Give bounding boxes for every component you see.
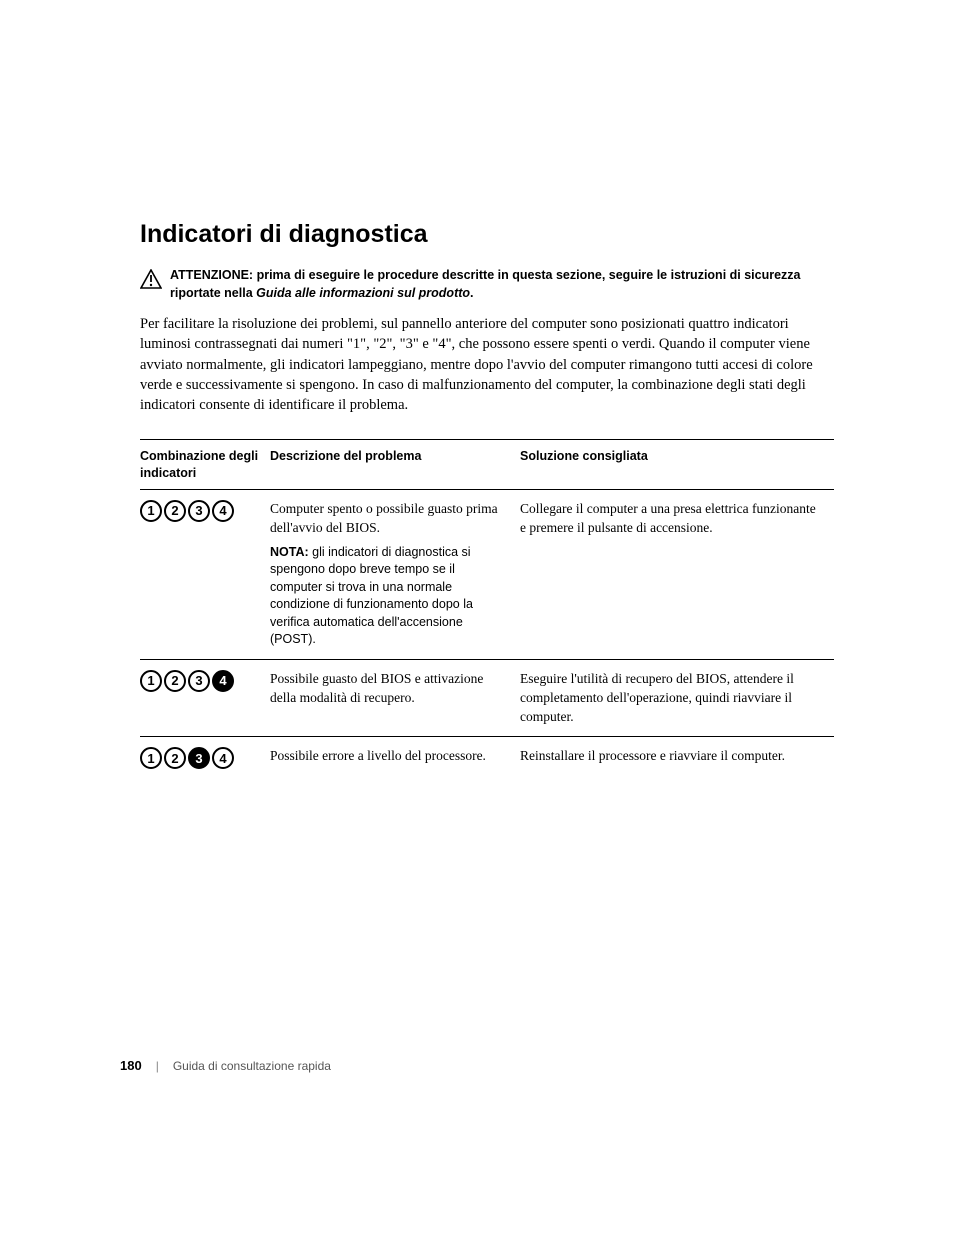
book-title: Guida di consultazione rapida [173,1059,331,1073]
table-header-row: Combinazione degli indicatori Descrizion… [140,440,834,490]
table-body: 1234Computer spento o possibile guasto p… [140,489,834,779]
solution-text: Eseguire l'utilità di recupero del BIOS,… [520,670,824,727]
description-text: Computer spento o possibile guasto prima… [270,500,510,538]
indicator-cell: 1234 [140,659,270,737]
page-footer: 180 | Guida di consultazione rapida [120,1058,331,1073]
indicator-led-2: 2 [164,670,186,692]
indicator-led-4: 4 [212,500,234,522]
col-header-description: Descrizione del problema [270,440,520,490]
solution-cell: Eseguire l'utilità di recupero del BIOS,… [520,659,834,737]
indicator-led-1: 1 [140,500,162,522]
col-header-indicators: Combinazione degli indicatori [140,440,270,490]
indicator-led-3: 3 [188,670,210,692]
description-text: Possibile guasto del BIOS e attivazione … [270,670,510,708]
page-content: Indicatori di diagnostica ATTENZIONE: pr… [0,0,954,779]
description-cell: Possibile errore a livello del processor… [270,737,520,780]
warning-icon [140,269,162,294]
indicator-led-4: 4 [212,747,234,769]
attention-text: ATTENZIONE: prima di eseguire le procedu… [170,267,834,302]
page-number: 180 [120,1058,142,1073]
indicator-group: 1234 [140,500,260,522]
footer-separator: | [156,1059,159,1073]
solution-text: Collegare il computer a una presa elettr… [520,500,824,538]
indicator-led-4: 4 [212,670,234,692]
description-text: Possibile errore a livello del processor… [270,747,510,766]
col-header-solution: Soluzione consigliata [520,440,834,490]
indicator-led-3: 3 [188,747,210,769]
intro-paragraph: Per facilitare la risoluzione dei proble… [140,314,834,415]
nota-block: NOTA: gli indicatori di diagnostica si s… [270,544,510,649]
description-cell: Computer spento o possibile guasto prima… [270,489,520,659]
indicator-led-3: 3 [188,500,210,522]
indicator-cell: 1234 [140,489,270,659]
attention-label: ATTENZIONE: [170,268,253,282]
section-title: Indicatori di diagnostica [140,220,834,249]
indicator-led-2: 2 [164,500,186,522]
solution-cell: Collegare il computer a una presa elettr… [520,489,834,659]
indicator-led-2: 2 [164,747,186,769]
attention-after: . [470,286,473,300]
indicator-cell: 1234 [140,737,270,780]
table-row: 1234 Computer spento o possibile guasto p… [140,489,834,659]
solution-text: Reinstallare il processore e riavviare i… [520,747,824,766]
attention-block: ATTENZIONE: prima di eseguire le procedu… [140,267,834,302]
nota-label: NOTA: [270,545,312,559]
indicator-group: 1234 [140,747,260,769]
diagnostics-table: Combinazione degli indicatori Descrizion… [140,439,834,779]
indicator-group: 1234 [140,670,260,692]
table-row: 1234 Possibile errore a livello del proce… [140,737,834,780]
table-row: 1234 Possibile guasto del BIOS e attivazi… [140,659,834,737]
description-cell: Possibile guasto del BIOS e attivazione … [270,659,520,737]
indicator-led-1: 1 [140,747,162,769]
solution-cell: Reinstallare il processore e riavviare i… [520,737,834,780]
nota-text: gli indicatori di diagnostica si spengon… [270,545,473,647]
attention-italic: Guida alle informazioni sul prodotto [256,286,470,300]
indicator-led-1: 1 [140,670,162,692]
